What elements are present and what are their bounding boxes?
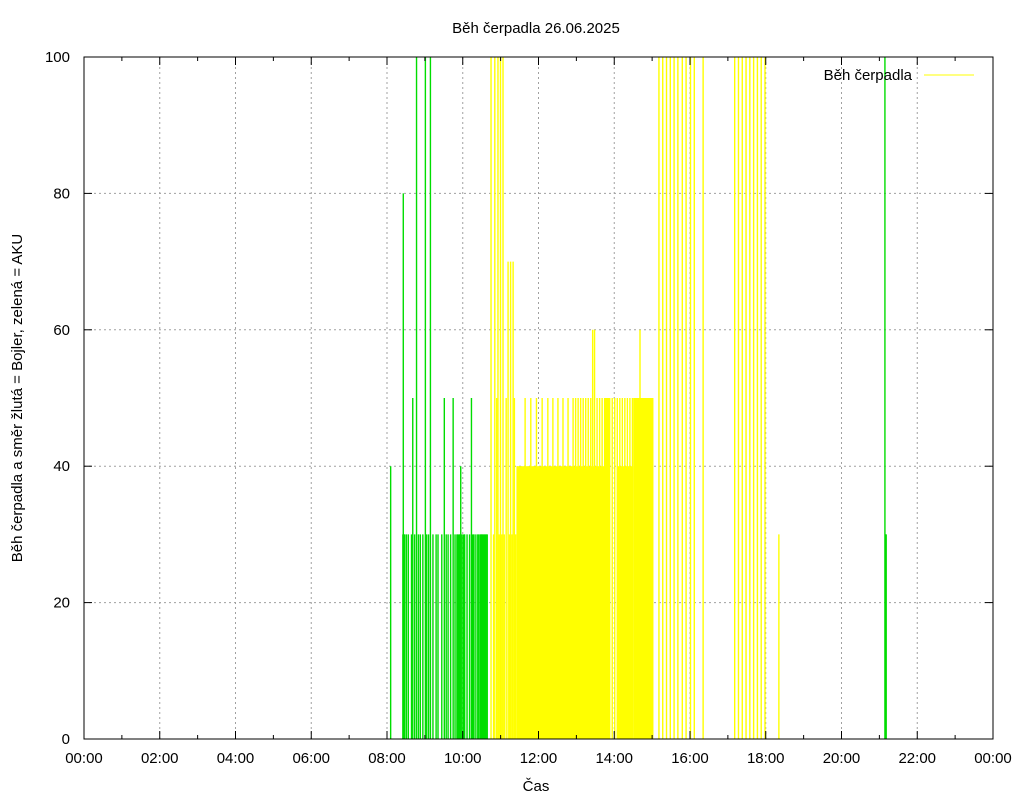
- x-tick-label: 10:00: [444, 750, 482, 767]
- legend-label: Běh čerpadla: [824, 67, 913, 84]
- x-axis-label: Čas: [523, 778, 550, 795]
- y-tick-label: 100: [45, 49, 70, 66]
- series-block: [516, 466, 539, 739]
- x-tick-label: 06:00: [292, 750, 330, 767]
- y-tick-label: 20: [53, 595, 70, 612]
- series-block: [633, 398, 654, 739]
- x-tick-label: 00:00: [974, 750, 1012, 767]
- x-tick-label: 22:00: [898, 750, 936, 767]
- series-block: [457, 534, 460, 739]
- x-tick-label: 02:00: [141, 750, 179, 767]
- y-tick-labels: 0 20 40 60 80 100: [45, 49, 70, 748]
- y-tick-label: 40: [53, 458, 70, 475]
- x-tick-label: 14:00: [595, 750, 633, 767]
- x-tick-label: 08:00: [368, 750, 406, 767]
- chart-title: Běh čerpadla 26.06.2025: [452, 20, 620, 37]
- ticks: [83, 56, 994, 740]
- y-tick-label: 0: [62, 731, 70, 748]
- x-tick-label: 00:00: [65, 750, 103, 767]
- y-axis-label: Běh čerpadla a směr žlutá = Bojler, zele…: [9, 234, 26, 563]
- x-tick-label: 12:00: [520, 750, 558, 767]
- x-tick-label: 20:00: [823, 750, 861, 767]
- series-0: [389, 57, 887, 739]
- series-layer: [389, 57, 887, 739]
- series-1: [490, 57, 780, 739]
- y-tick-label: 80: [53, 185, 70, 202]
- x-tick-label: 04:00: [217, 750, 255, 767]
- x-tick-label: 16:00: [671, 750, 709, 767]
- x-tick-labels: 00:00 02:00 04:00 06:00 08:00 10:00 12:00 14:00…: [65, 750, 1012, 767]
- series-block: [479, 534, 487, 739]
- x-tick-label: 18:00: [747, 750, 785, 767]
- series-block: [471, 534, 475, 739]
- y-tick-label: 60: [53, 322, 70, 339]
- legend: Běh čerpadla: [824, 67, 974, 84]
